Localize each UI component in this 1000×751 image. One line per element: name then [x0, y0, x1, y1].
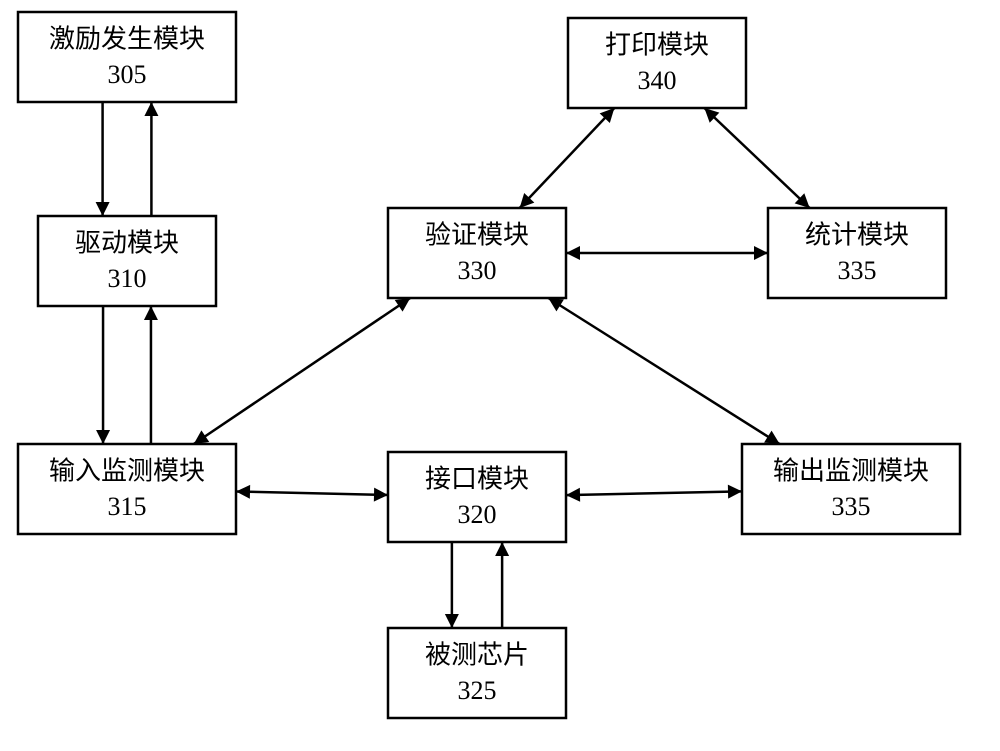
node-output_mon: 输出监测模块 335	[742, 444, 960, 534]
node-label: 统计模块	[805, 221, 909, 250]
node-stats: 统计模块 335	[768, 208, 946, 298]
node-label: 输入监测模块	[49, 457, 205, 486]
diagram-svg: 激励发生模块 305 驱动模块 310 输入监测模块 315 接口模块 320 被测芯片 325 验…	[0, 0, 1000, 751]
node-number: 310	[108, 264, 147, 293]
node-number: 340	[638, 66, 677, 95]
node-label: 验证模块	[425, 221, 529, 250]
node-number: 330	[458, 256, 497, 285]
node-driver: 驱动模块 310	[38, 216, 216, 306]
node-label: 激励发生模块	[49, 25, 205, 54]
node-label: 被测芯片	[425, 641, 529, 670]
node-verify: 验证模块 330	[388, 208, 566, 298]
node-interface: 接口模块 320	[388, 452, 566, 542]
node-dut: 被测芯片 325	[388, 628, 566, 718]
node-number: 320	[458, 500, 497, 529]
node-label: 输出监测模块	[773, 457, 929, 486]
node-number: 335	[838, 256, 877, 285]
node-number: 315	[108, 492, 147, 521]
diagram-stage: 激励发生模块 305 驱动模块 310 输入监测模块 315 接口模块 320 被测芯片 325 验…	[0, 0, 1000, 751]
node-input_mon: 输入监测模块 315	[18, 444, 236, 534]
node-number: 335	[832, 492, 871, 521]
node-label: 接口模块	[425, 465, 529, 494]
node-stimulus: 激励发生模块 305	[18, 12, 236, 102]
node-label: 打印模块	[605, 31, 709, 60]
node-number: 305	[108, 60, 147, 89]
node-print: 打印模块 340	[568, 18, 746, 108]
node-number: 325	[458, 676, 497, 705]
node-label: 驱动模块	[75, 229, 179, 258]
